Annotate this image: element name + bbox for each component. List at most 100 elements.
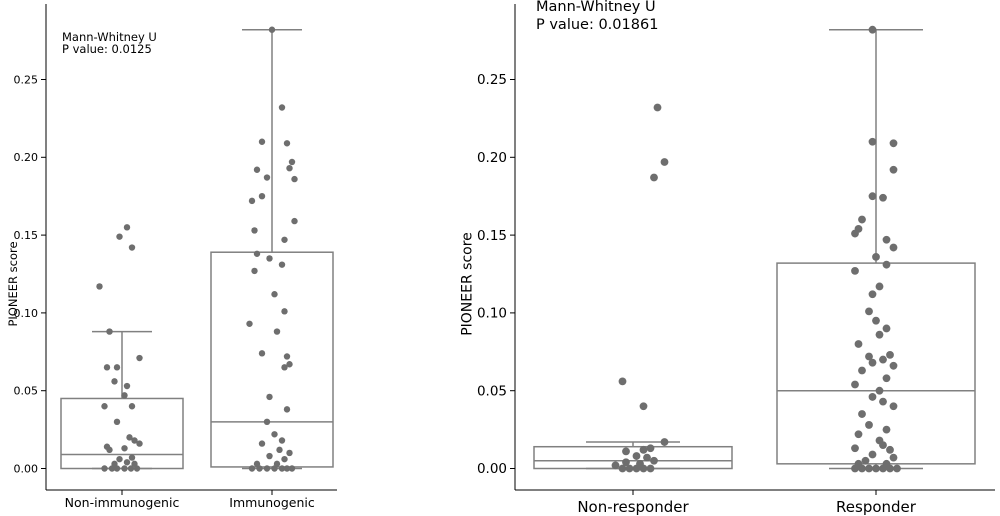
data-point [618, 464, 627, 473]
data-point [136, 440, 143, 447]
data-point [622, 447, 630, 456]
data-point [128, 454, 136, 461]
data-point [266, 393, 273, 401]
data-point [882, 260, 891, 269]
data-point [636, 459, 644, 468]
data-point [131, 460, 138, 468]
data-point [121, 465, 128, 472]
data-point [283, 353, 291, 360]
data-point [858, 215, 866, 224]
data-point [246, 320, 253, 327]
data-point [646, 444, 655, 453]
data-point [618, 377, 627, 386]
y-tick-label: 0.05 [14, 385, 39, 398]
data-point [266, 255, 273, 262]
box-group [776, 25, 976, 473]
data-point [851, 266, 859, 275]
data-point [121, 392, 128, 399]
data-point [858, 410, 866, 418]
data-point [103, 443, 111, 450]
y-axis-label: PIONEER score [460, 232, 476, 336]
data-point [882, 425, 891, 434]
data-point [283, 140, 291, 147]
data-point [258, 440, 266, 447]
data-point [273, 460, 281, 468]
data-point [882, 374, 891, 383]
data-point [96, 283, 103, 290]
data-point [113, 364, 121, 371]
data-point [865, 421, 873, 429]
data-point [875, 330, 884, 339]
data-point [889, 361, 898, 370]
data-point [868, 290, 877, 299]
data-point [253, 250, 261, 257]
data-point [872, 316, 880, 325]
box-group [533, 103, 733, 473]
data-point [893, 464, 901, 473]
x-category-label: Non-responder [577, 498, 689, 516]
data-point [653, 103, 662, 112]
data-point [116, 233, 123, 240]
data-point [882, 459, 891, 468]
data-point [123, 382, 131, 390]
data-point [865, 352, 873, 361]
data-point [660, 158, 669, 166]
data-point [854, 459, 863, 468]
data-point [879, 193, 887, 202]
stat-annotation: Mann-Whitney U [536, 0, 656, 15]
data-point [131, 437, 138, 444]
data-point [622, 458, 630, 467]
data-point [643, 453, 651, 462]
iqr-box [776, 262, 976, 465]
y-tick-label: 0.25 [477, 72, 507, 88]
data-point [126, 434, 133, 441]
x-category-label: Non-immunogenic [65, 495, 180, 510]
data-point [248, 197, 256, 205]
data-point [123, 224, 131, 231]
data-point [283, 406, 291, 413]
data-point [875, 282, 884, 291]
data-point [128, 244, 136, 251]
data-point [136, 354, 143, 362]
data-point [882, 235, 891, 244]
y-tick-label: 0.10 [14, 307, 39, 320]
x-category-label: Immunogenic [229, 495, 315, 510]
data-point [283, 465, 291, 472]
data-point [128, 403, 136, 410]
data-point [116, 455, 123, 463]
right-chart-panel: 0.00 0.05 0.10 0.15 0.20 0.25 PIONEER score Man… [460, 0, 995, 516]
data-point [101, 465, 108, 472]
data-point [611, 461, 620, 470]
data-point [854, 224, 863, 233]
data-point [271, 431, 278, 438]
y-tick-label: 0.25 [14, 73, 39, 86]
data-point [639, 445, 648, 454]
data-point [253, 460, 261, 468]
data-point [123, 459, 131, 466]
y-tick-label: 0.20 [14, 151, 39, 164]
data-point [879, 355, 887, 364]
data-point [875, 436, 884, 445]
data-point [263, 465, 271, 472]
y-tick-label: 0.20 [477, 150, 507, 166]
data-point [868, 192, 877, 201]
y-tick-label: 0.00 [477, 461, 507, 477]
data-point [889, 139, 898, 148]
data-point [278, 437, 286, 444]
data-point [253, 166, 261, 173]
data-point [278, 104, 286, 111]
data-point [854, 340, 863, 348]
data-point [288, 465, 296, 472]
data-point [639, 402, 648, 411]
data-point [861, 456, 870, 465]
data-point [868, 137, 877, 146]
y-tick-label: 0.00 [14, 462, 39, 475]
data-point [646, 464, 655, 473]
data-point [872, 464, 880, 473]
data-point [281, 236, 288, 243]
data-point [278, 261, 286, 268]
data-point [650, 456, 658, 465]
data-point [854, 430, 863, 439]
data-point [281, 364, 288, 371]
